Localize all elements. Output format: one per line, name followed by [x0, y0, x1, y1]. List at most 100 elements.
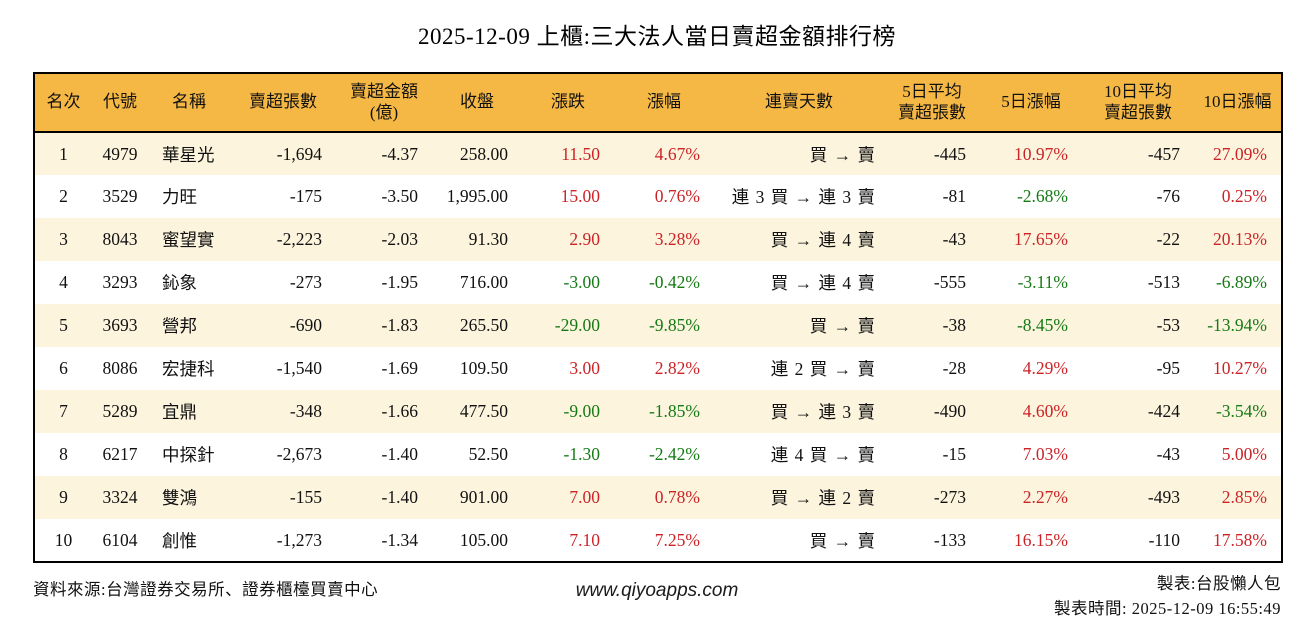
cell-avg5: -490 — [933, 401, 966, 421]
cell-sell-volume: -1,273 — [276, 529, 322, 550]
cell-pct10: -6.89% — [1215, 272, 1267, 292]
cell-streak: 買 → 連 3 賣 — [770, 402, 876, 422]
cell-avg10: -95 — [1156, 358, 1180, 378]
institutional-net-sell-ranking-table: 名次 代號 名稱 賣超張數 賣超金額 (億) 收盤 漲跌 漲幅 連賣天數 5日平… — [33, 72, 1283, 563]
cell-change: -3.00 — [563, 272, 600, 292]
cell-avg10: -53 — [1156, 315, 1180, 335]
cell-change: -1.30 — [563, 444, 600, 464]
cell-pct10: -13.94% — [1207, 315, 1267, 335]
table-row: 3 8043 蜜望實 -2,223 -2.03 91.30 2.90 3.28%… — [34, 218, 1282, 261]
cell-code: 6104 — [102, 529, 138, 550]
cell-pct5: 10.97% — [1014, 143, 1068, 164]
table-row: 9 3324 雙鴻 -155 -1.40 901.00 7.00 0.78% 買… — [34, 476, 1282, 519]
table-row: 4 3293 鈊象 -273 -1.95 716.00 -3.00 -0.42%… — [34, 261, 1282, 304]
cell-close: 258.00 — [459, 143, 508, 164]
cell-change: 15.00 — [560, 186, 600, 206]
cell-sell-volume: -690 — [289, 315, 322, 335]
cell-avg10: -424 — [1147, 401, 1180, 421]
column-header-streak: 連賣天數 — [714, 73, 884, 133]
cell-rank: 1 — [59, 143, 68, 164]
cell-avg5: -273 — [933, 487, 966, 507]
column-header-avg10: 10日平均 賣超張數 — [1082, 73, 1194, 133]
cell-code: 3693 — [102, 315, 138, 335]
cell-code: 4979 — [102, 143, 138, 164]
column-header-sell-volume: 賣超張數 — [230, 73, 336, 133]
cell-sell-volume: -273 — [289, 272, 322, 292]
cell-streak: 連 3 買 → 連 3 賣 — [731, 187, 876, 207]
cell-change: 7.10 — [569, 529, 600, 550]
cell-change: 7.00 — [569, 487, 600, 507]
cell-code: 5289 — [102, 401, 138, 421]
cell-rank: 9 — [59, 487, 68, 507]
cell-sell-amount: -4.37 — [381, 143, 418, 164]
cell-name: 鈊象 — [162, 273, 197, 293]
cell-streak: 買 → 連 4 賣 — [770, 273, 876, 293]
cell-name: 中探針 — [162, 445, 215, 465]
cell-close: 265.50 — [459, 315, 508, 335]
column-header-pct5: 5日漲幅 — [980, 73, 1082, 133]
website-url: www.qiyoapps.com — [575, 580, 739, 601]
cell-avg5: -555 — [933, 272, 966, 292]
table-row: 1 4979 華星光 -1,694 -4.37 258.00 11.50 4.6… — [34, 132, 1282, 175]
made-by-label: 製表:台股懶人包 — [1156, 574, 1281, 593]
column-header-close: 收盤 — [432, 73, 522, 133]
cell-sell-volume: -155 — [289, 487, 322, 507]
cell-pct5: -3.11% — [1017, 272, 1068, 292]
column-header-pct10: 10日漲幅 — [1194, 73, 1282, 133]
cell-avg10: -513 — [1147, 272, 1180, 292]
cell-pct10: 0.25% — [1221, 186, 1267, 206]
table-body: 1 4979 華星光 -1,694 -4.37 258.00 11.50 4.6… — [34, 132, 1282, 562]
cell-sell-amount: -1.66 — [381, 401, 418, 421]
cell-change: -9.00 — [563, 401, 600, 421]
cell-pct10: 5.00% — [1221, 444, 1267, 464]
cell-change-pct: 0.76% — [654, 186, 700, 206]
cell-sell-volume: -348 — [289, 401, 322, 421]
cell-code: 3324 — [102, 487, 138, 507]
cell-pct10: 10.27% — [1213, 358, 1267, 378]
cell-avg10: -43 — [1156, 444, 1180, 464]
column-header-change: 漲跌 — [522, 73, 614, 133]
cell-streak: 買 → 連 4 賣 — [770, 230, 876, 250]
cell-avg5: -43 — [942, 229, 966, 249]
cell-change: -29.00 — [554, 315, 600, 335]
cell-pct5: 7.03% — [1022, 444, 1068, 464]
cell-pct10: 27.09% — [1213, 143, 1267, 164]
cell-change-pct: -1.85% — [648, 401, 700, 421]
cell-avg5: -38 — [942, 315, 966, 335]
cell-change-pct: -0.42% — [648, 272, 700, 292]
cell-avg5: -133 — [933, 529, 966, 550]
cell-sell-amount: -1.69 — [381, 358, 418, 378]
column-header-rank: 名次 — [34, 73, 92, 133]
cell-avg10: -493 — [1147, 487, 1180, 507]
cell-name: 營邦 — [162, 316, 197, 336]
cell-code: 3529 — [102, 186, 138, 206]
cell-streak: 買 → 賣 — [809, 530, 876, 551]
cell-code: 3293 — [102, 272, 138, 292]
cell-change-pct: 3.28% — [654, 229, 700, 249]
cell-pct10: 20.13% — [1213, 229, 1267, 249]
cell-sell-amount: -1.95 — [381, 272, 418, 292]
table-header: 名次 代號 名稱 賣超張數 賣超金額 (億) 收盤 漲跌 漲幅 連賣天數 5日平… — [34, 73, 1282, 133]
cell-sell-amount: -1.40 — [381, 444, 418, 464]
cell-code: 6217 — [102, 444, 138, 464]
cell-pct10: 2.85% — [1221, 487, 1267, 507]
cell-rank: 7 — [59, 401, 68, 421]
cell-pct5: -8.45% — [1016, 315, 1068, 335]
cell-sell-amount: -2.03 — [381, 229, 418, 249]
cell-change-pct: -9.85% — [648, 315, 700, 335]
cell-avg10: -22 — [1156, 229, 1180, 249]
footer: 資料來源:台灣證券交易所、證券櫃檯買賣中心 www.qiyoapps.com 製… — [33, 572, 1281, 622]
cell-rank: 6 — [59, 358, 68, 378]
cell-rank: 2 — [59, 186, 68, 206]
cell-name: 蜜望實 — [162, 230, 215, 250]
cell-close: 52.50 — [468, 444, 508, 464]
cell-avg10: -110 — [1148, 529, 1180, 550]
cell-pct5: -2.68% — [1016, 186, 1068, 206]
cell-streak: 買 → 連 2 賣 — [770, 488, 876, 508]
column-header-avg5: 5日平均 賣超張數 — [884, 73, 980, 133]
cell-sell-amount: -1.34 — [381, 529, 418, 550]
cell-name: 華星光 — [162, 144, 215, 165]
cell-change: 3.00 — [569, 358, 600, 378]
cell-change-pct: 0.78% — [654, 487, 700, 507]
